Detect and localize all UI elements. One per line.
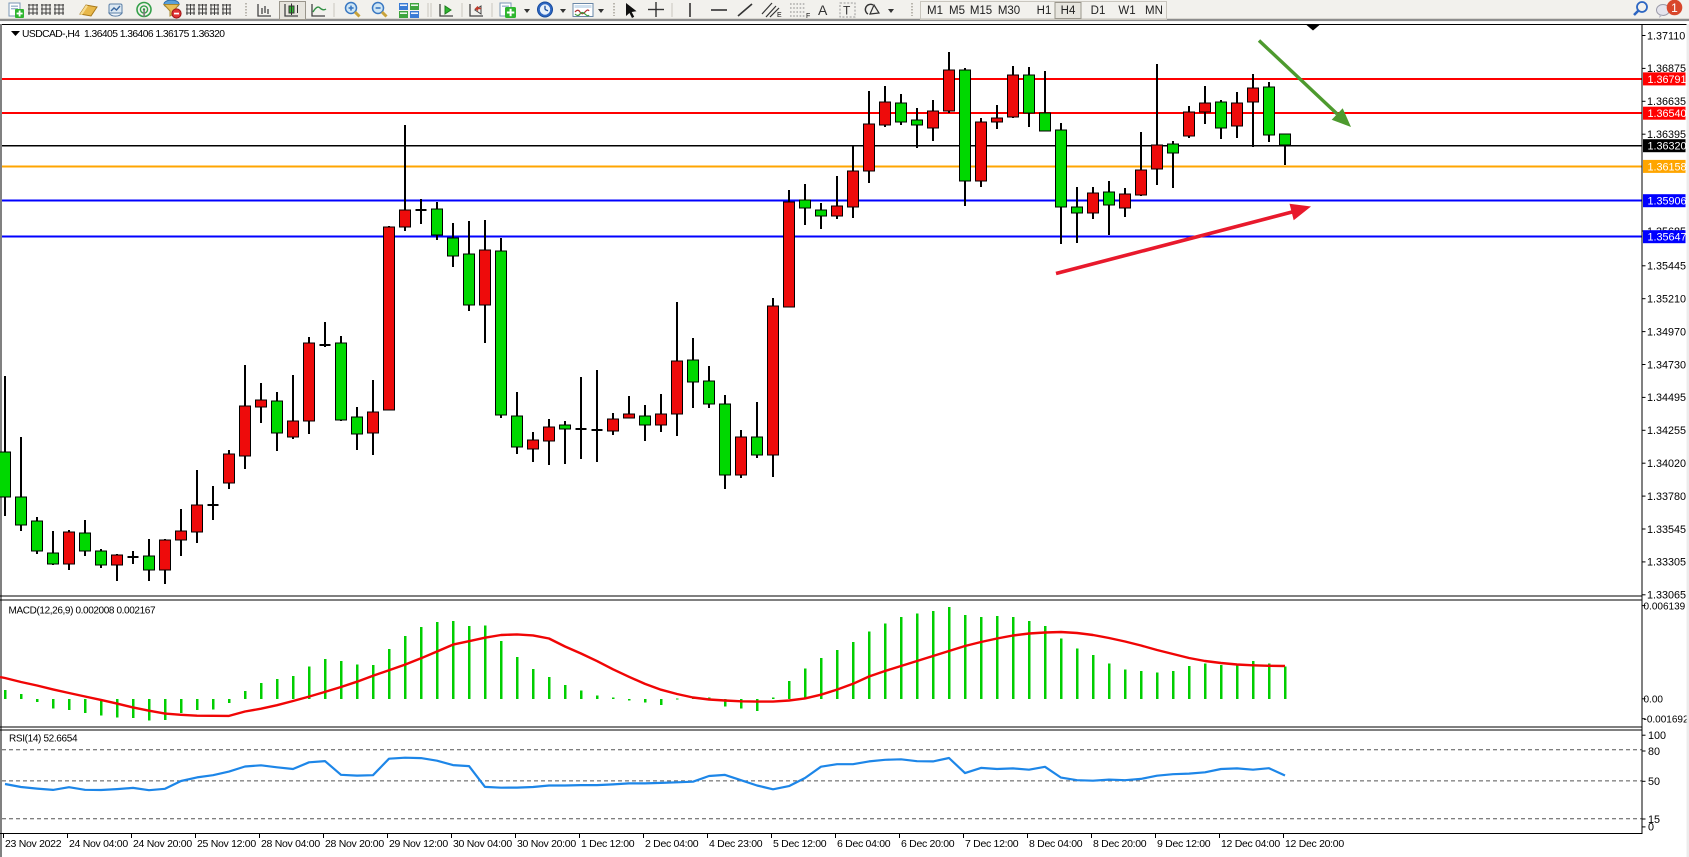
svg-text:5 Dec 12:00: 5 Dec 12:00 <box>773 838 827 850</box>
svg-text:1.36320: 1.36320 <box>1648 141 1687 153</box>
svg-text:1.34020: 1.34020 <box>1647 458 1686 470</box>
svg-text:1.33545: 1.33545 <box>1647 524 1686 536</box>
svg-text:1.36875: 1.36875 <box>1647 63 1686 75</box>
svg-text:9 Dec 12:00: 9 Dec 12:00 <box>1157 838 1211 850</box>
svg-text:1.33305: 1.33305 <box>1647 557 1686 569</box>
svg-text:1.36395: 1.36395 <box>1647 129 1686 141</box>
svg-text:23 Nov 2022: 23 Nov 2022 <box>5 838 62 850</box>
svg-text:0.006139: 0.006139 <box>1644 601 1686 612</box>
svg-text:2 Dec 04:00: 2 Dec 04:00 <box>645 838 699 850</box>
svg-text:MN: MN <box>1145 5 1163 17</box>
svg-text:15: 15 <box>1648 814 1660 826</box>
svg-text:28 Nov 04:00: 28 Nov 04:00 <box>261 838 320 850</box>
svg-text:1.36540: 1.36540 <box>1648 108 1687 120</box>
svg-text:M30: M30 <box>998 5 1020 17</box>
svg-text:1.36635: 1.36635 <box>1647 96 1686 108</box>
svg-text:80: 80 <box>1648 746 1660 758</box>
svg-text:1.35445: 1.35445 <box>1647 261 1686 273</box>
svg-text:MACD(12,26,9) 0.002008 0.00216: MACD(12,26,9) 0.002008 0.002167 <box>9 606 156 617</box>
svg-text:1.36158: 1.36158 <box>1648 161 1687 173</box>
svg-text:1.33780: 1.33780 <box>1647 491 1686 503</box>
svg-text:1: 1 <box>1671 1 1678 15</box>
svg-text:24 Nov 04:00: 24 Nov 04:00 <box>69 838 128 850</box>
svg-text:1.35647: 1.35647 <box>1648 232 1687 244</box>
svg-text:1.34255: 1.34255 <box>1647 425 1686 437</box>
svg-text:1.34730: 1.34730 <box>1647 359 1686 371</box>
svg-text:29 Nov 12:00: 29 Nov 12:00 <box>389 838 448 850</box>
svg-text:USDCAD-,H4 1.36405 1.36406 1.: USDCAD-,H4 1.36405 1.36406 1.36175 1.363… <box>22 29 225 40</box>
svg-text:100: 100 <box>1648 730 1666 742</box>
svg-text:H4: H4 <box>1061 5 1076 17</box>
svg-text:6 Dec 20:00: 6 Dec 20:00 <box>901 838 955 850</box>
svg-text:24 Nov 20:00: 24 Nov 20:00 <box>133 838 192 850</box>
svg-text:8 Dec 04:00: 8 Dec 04:00 <box>1029 838 1083 850</box>
svg-text:1.34970: 1.34970 <box>1647 326 1686 338</box>
svg-text:8 Dec 20:00: 8 Dec 20:00 <box>1093 838 1147 850</box>
svg-text:50: 50 <box>1648 776 1660 788</box>
svg-text:1.35906: 1.35906 <box>1648 196 1687 208</box>
svg-text:1.33065: 1.33065 <box>1647 590 1686 602</box>
svg-text:30 Nov 04:00: 30 Nov 04:00 <box>453 838 512 850</box>
svg-text:0.00: 0.00 <box>1644 695 1664 706</box>
svg-text:M1: M1 <box>927 5 943 17</box>
svg-text:6 Dec 04:00: 6 Dec 04:00 <box>837 838 891 850</box>
svg-text:M15: M15 <box>970 5 992 17</box>
svg-text:F: F <box>806 13 810 20</box>
svg-text:12 Dec 04:00: 12 Dec 04:00 <box>1221 838 1280 850</box>
svg-text:1 Dec 12:00: 1 Dec 12:00 <box>581 838 635 850</box>
svg-text:D1: D1 <box>1091 5 1106 17</box>
svg-text:W1: W1 <box>1118 5 1135 17</box>
svg-text:-0.001692: -0.001692 <box>1644 715 1689 726</box>
svg-text:4 Dec 23:00: 4 Dec 23:00 <box>709 838 763 850</box>
svg-text:M5: M5 <box>949 5 965 17</box>
svg-text:12 Dec 20:00: 12 Dec 20:00 <box>1285 838 1344 850</box>
svg-text:E: E <box>777 12 782 19</box>
svg-text:RSI(14) 52.6654: RSI(14) 52.6654 <box>9 734 78 745</box>
svg-text:1.35210: 1.35210 <box>1647 294 1686 306</box>
svg-text:A: A <box>818 2 828 18</box>
svg-text:7 Dec 12:00: 7 Dec 12:00 <box>965 838 1019 850</box>
svg-text:0: 0 <box>1648 822 1654 834</box>
svg-text:1.36791: 1.36791 <box>1648 74 1687 86</box>
svg-text:H1: H1 <box>1037 5 1052 17</box>
svg-text:T: T <box>843 4 851 18</box>
svg-text:28 Nov 20:00: 28 Nov 20:00 <box>325 838 384 850</box>
svg-text:1.34495: 1.34495 <box>1647 392 1686 404</box>
svg-text:30 Nov 20:00: 30 Nov 20:00 <box>517 838 576 850</box>
svg-text:1.37110: 1.37110 <box>1647 30 1685 42</box>
svg-text:25 Nov 12:00: 25 Nov 12:00 <box>197 838 256 850</box>
